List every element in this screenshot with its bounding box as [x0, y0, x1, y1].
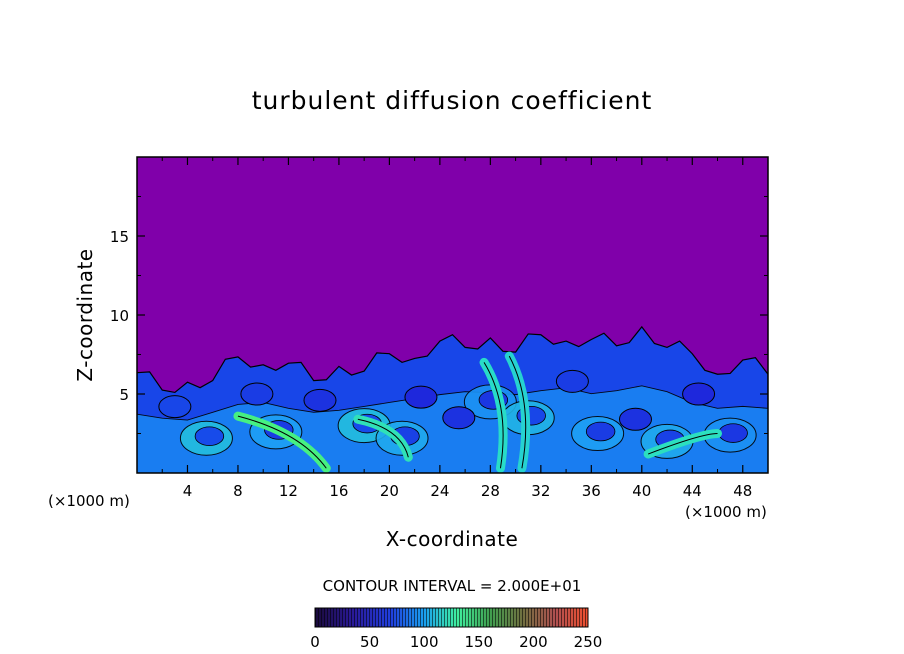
- colorbar-tick-label: 100: [410, 633, 439, 651]
- x-axis-unit: (×1000 m): [685, 503, 767, 521]
- x-tick-label: 8: [233, 482, 243, 500]
- x-axis-label: X-coordinate: [385, 527, 519, 551]
- y-axis-ticks: 5 10 15: [110, 196, 768, 434]
- y-tick-label: 5: [119, 386, 129, 404]
- x-tick-label: 16: [329, 482, 348, 500]
- eddy-core: [718, 423, 748, 443]
- shear-band-contour: [647, 433, 718, 455]
- x-tick-label: 48: [733, 482, 752, 500]
- low-diffusion-pocket: [158, 395, 192, 419]
- colorbar-tick-label: 0: [310, 633, 320, 651]
- x-axis-ticks: 4 8 12 16 20 24 28 32 36 40 44 48: [161, 157, 752, 500]
- x-tick-label: 36: [582, 482, 601, 500]
- x-tick-label: 44: [683, 482, 702, 500]
- chart-title: turbulent diffusion coefficient: [251, 86, 653, 115]
- low-diffusion-pocket: [240, 382, 274, 406]
- x-tick-label: 28: [481, 482, 500, 500]
- x-tick-label: 12: [279, 482, 298, 500]
- low-diffusion-pocket: [442, 406, 476, 430]
- x-tick-label: 40: [632, 482, 651, 500]
- turbulent-layer: [137, 325, 768, 473]
- x-tick-label: 32: [531, 482, 550, 500]
- colorbar-tick-label: 200: [519, 633, 548, 651]
- y-axis-unit: (×1000 m): [48, 492, 130, 510]
- low-diffusion-pocket: [682, 382, 716, 406]
- y-tick-label: 15: [110, 228, 129, 246]
- colorbar: 0 50 100 150 200 250: [310, 607, 602, 651]
- contour-interval-label: CONTOUR INTERVAL = 2.000E+01: [322, 577, 582, 595]
- low-diffusion-pocket: [618, 407, 652, 431]
- x-tick-label: 20: [380, 482, 399, 500]
- shear-band-contour: [357, 418, 409, 458]
- y-tick-label: 10: [110, 307, 129, 325]
- heatmap-field: [137, 157, 768, 473]
- shear-band-contour: [237, 415, 327, 469]
- eddy-core: [585, 421, 616, 442]
- colorbar-tick-label: 50: [360, 633, 379, 651]
- low-diffusion-pocket: [555, 369, 589, 393]
- y-axis-label: Z-coordinate: [73, 248, 97, 382]
- colorbar-frame: [314, 607, 589, 628]
- low-diffusion-pocket: [303, 388, 337, 412]
- x-tick-label: 4: [183, 482, 193, 500]
- colorbar-tick-label: 150: [464, 633, 493, 651]
- x-tick-label: 24: [430, 482, 449, 500]
- low-diffusion-pocket: [404, 385, 438, 409]
- colorbar-tick-label: 250: [574, 633, 603, 651]
- colorbar-stripes: [315, 608, 588, 627]
- shear-band-contour: [483, 362, 504, 469]
- colorbar-ticks: 0 50 100 150 200 250: [310, 633, 602, 651]
- eddy-core: [194, 426, 225, 446]
- shear-band-contour: [508, 355, 527, 469]
